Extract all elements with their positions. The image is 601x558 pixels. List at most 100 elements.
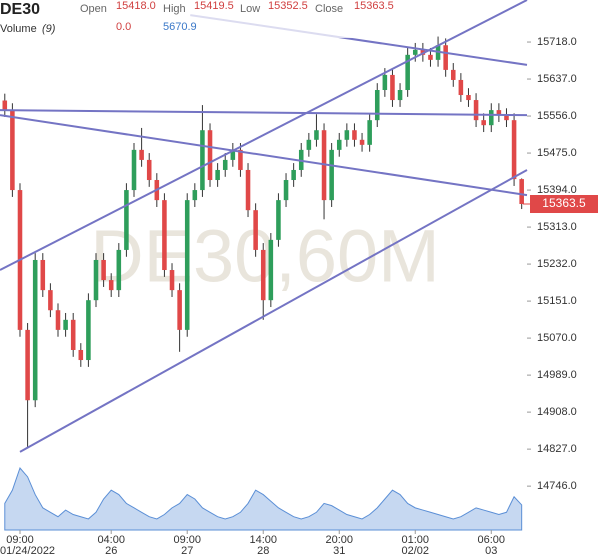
candle-body <box>367 120 372 145</box>
candle-body <box>40 259 46 291</box>
candle-body <box>116 249 122 291</box>
candle-body <box>78 349 84 361</box>
candle-body <box>139 149 144 160</box>
candle-body <box>428 54 433 60</box>
ohlc-label: High <box>163 3 186 15</box>
x-date-label: 01/24/2022 <box>0 545 55 557</box>
candle-body <box>2 100 8 111</box>
y-tick-label: 15313.0 <box>537 221 577 233</box>
header-backdrop <box>0 0 380 38</box>
candle-body <box>336 139 342 150</box>
candle-body <box>397 90 403 101</box>
y-tick-label: 14746.0 <box>537 480 577 492</box>
candle-body <box>10 110 15 191</box>
candle-body <box>458 79 464 96</box>
candle-body <box>390 74 395 101</box>
candle-body <box>86 300 91 361</box>
candle-body <box>93 259 99 301</box>
candle-body <box>405 54 410 91</box>
candle-body <box>222 159 228 170</box>
x-tick-label: 01:00 <box>401 534 429 546</box>
candle-body <box>443 45 448 70</box>
volume-title: Volume <box>0 23 37 35</box>
candle-body <box>238 149 243 170</box>
candle-body <box>268 239 274 301</box>
volume-period: (9) <box>42 23 56 35</box>
x-date-label: 28 <box>257 545 269 557</box>
candle-body <box>504 115 509 121</box>
candle-body <box>48 290 53 311</box>
x-tick-label: 04:00 <box>97 534 125 546</box>
y-tick-label: 15475.0 <box>537 147 577 159</box>
x-date-label: 27 <box>181 545 193 557</box>
candle-body <box>306 139 312 150</box>
last-price-box <box>530 195 598 214</box>
y-tick-label: 14989.0 <box>537 369 577 381</box>
candle-body <box>283 180 289 201</box>
candle-body <box>253 210 258 250</box>
volume-value: 0.0 <box>116 21 131 33</box>
candle-body <box>146 159 152 181</box>
candle-body <box>55 310 61 330</box>
volume-area <box>4 467 523 531</box>
candle-body <box>169 270 175 291</box>
candle-body <box>488 110 494 126</box>
candle-body <box>496 110 502 116</box>
candle-body <box>25 329 30 401</box>
candle-body <box>291 169 296 181</box>
y-tick-label: 14908.0 <box>537 406 577 418</box>
candle-body <box>382 74 388 91</box>
candle-body <box>124 190 129 250</box>
y-tick-label: 15394.0 <box>537 184 577 196</box>
ohlc-value: 15418.0 <box>116 0 156 12</box>
y-tick-label: 14827.0 <box>537 443 577 455</box>
trend-line <box>0 0 528 271</box>
y-tick-label: 15718.0 <box>537 36 577 48</box>
candle-body <box>359 139 365 145</box>
ohlc-value: 15419.5 <box>194 0 234 12</box>
candle-body <box>314 130 319 140</box>
plot-area <box>0 0 528 531</box>
candle-body <box>131 149 137 191</box>
candle-body <box>207 130 213 181</box>
x-tick-label: 06:00 <box>478 534 506 546</box>
x-tick-label: 09:00 <box>173 534 201 546</box>
trend-line <box>0 114 528 197</box>
y-tick-label: 15070.0 <box>537 332 577 344</box>
candle-body <box>200 130 205 191</box>
candle-body <box>108 280 114 291</box>
candle-body <box>344 130 350 140</box>
candle-body <box>412 49 418 55</box>
candle-body <box>162 200 167 271</box>
candle-body <box>32 259 38 401</box>
x-date-label: 03 <box>485 545 497 557</box>
candle-body <box>481 120 486 126</box>
candle-body <box>101 259 106 281</box>
candle-body <box>260 249 266 301</box>
x-date-label: 02/02 <box>401 545 429 557</box>
candle-body <box>245 169 251 211</box>
ohlc-value: 15352.5 <box>268 0 308 12</box>
trend-line <box>0 109 528 117</box>
ohlc-label: Close <box>315 3 343 15</box>
candle-body <box>63 319 68 330</box>
volume-value: 5670.9 <box>163 21 197 33</box>
candle-body <box>329 149 334 201</box>
y-tick-label: 15151.0 <box>537 295 577 307</box>
trend-line <box>19 169 528 453</box>
candle-body <box>230 149 236 160</box>
candle-body <box>70 319 76 350</box>
last-price-label: 15363.5 <box>542 196 586 210</box>
candle-body <box>184 200 190 330</box>
candle-body <box>466 95 471 101</box>
candle-body <box>519 179 524 205</box>
candle-body <box>352 130 357 140</box>
x-date-label: 31 <box>333 545 345 557</box>
x-date-label: 26 <box>105 545 117 557</box>
y-tick-label: 15556.0 <box>537 110 577 122</box>
y-tick-label: 15232.0 <box>537 258 577 270</box>
candle-body <box>215 169 220 181</box>
x-tick-label: 20:00 <box>325 534 353 546</box>
ohlc-label: Open <box>80 3 107 15</box>
symbol-title: DE30 <box>0 1 40 18</box>
